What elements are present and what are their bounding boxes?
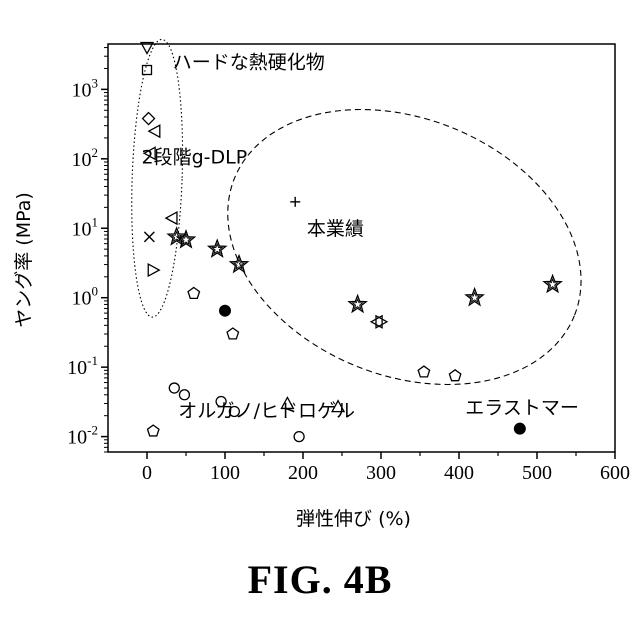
- pentagon-marker: [227, 328, 238, 339]
- star-marker: [466, 289, 483, 305]
- star-marker: [544, 275, 561, 291]
- pentagon-marker: [148, 425, 159, 436]
- plus-marker: [290, 197, 300, 207]
- star-marker: [349, 295, 366, 311]
- x-tick-label: 200: [288, 462, 318, 484]
- annotation-label: オルガノ/ヒドロゲル: [178, 400, 355, 422]
- y-axis-title: ヤング率 (MPa): [13, 192, 35, 328]
- annotations: ハードな熱硬化物 2段階g-DLP 本業績オルガノ/ヒドロゲル エラストマー: [142, 51, 579, 422]
- this-work-region-outline: [186, 59, 622, 435]
- x-tick-label: 300: [366, 462, 396, 484]
- circle-filled-marker: [220, 305, 231, 316]
- triangle-left-marker: [149, 125, 160, 137]
- annotation-label: ハードな熱硬化物: [173, 51, 325, 73]
- square-marker: [143, 66, 152, 75]
- triangle-right-marker: [148, 264, 159, 276]
- y-tick-label: 102: [72, 145, 99, 171]
- x-marker: [144, 232, 154, 242]
- x-tick-label: 500: [522, 462, 552, 484]
- x-tick-label: 0: [142, 462, 152, 484]
- circle-open-marker: [179, 390, 189, 400]
- scatter-chart: 010020030040050060010-210-1100101102103 …: [0, 0, 640, 560]
- figure-caption: FIG. 4B: [0, 556, 640, 603]
- y-tick-label: 103: [72, 75, 99, 101]
- pentagon-marker: [449, 370, 460, 381]
- x-tick-label: 400: [444, 462, 474, 484]
- two-stage-region-outline: [127, 39, 187, 318]
- diamond-marker: [143, 113, 155, 125]
- x-tick-label: 600: [600, 462, 630, 484]
- y-tick-label: 100: [72, 284, 99, 310]
- circle-filled-marker: [514, 423, 525, 434]
- circle-open-marker: [294, 432, 304, 442]
- data-points: [141, 43, 561, 442]
- triangle-left-marker: [166, 212, 177, 224]
- x-tick-label: 100: [210, 462, 240, 484]
- pentagon-marker: [418, 366, 429, 377]
- annotation-label: エラストマー: [465, 397, 579, 419]
- annotation-label: 本業績: [307, 218, 364, 240]
- pentagon-marker: [188, 287, 199, 298]
- circle-open-marker: [169, 383, 179, 393]
- y-tick-label: 101: [72, 214, 99, 240]
- y-tick-label: 10-1: [67, 353, 98, 379]
- plot-frame: [108, 44, 615, 452]
- annotation-label: 2段階g-DLP: [142, 147, 248, 169]
- x-axis-title: 弾性伸び (%): [296, 508, 411, 530]
- region-outlines: [127, 39, 622, 435]
- star-marker: [209, 240, 226, 256]
- y-tick-label: 10-2: [67, 423, 98, 449]
